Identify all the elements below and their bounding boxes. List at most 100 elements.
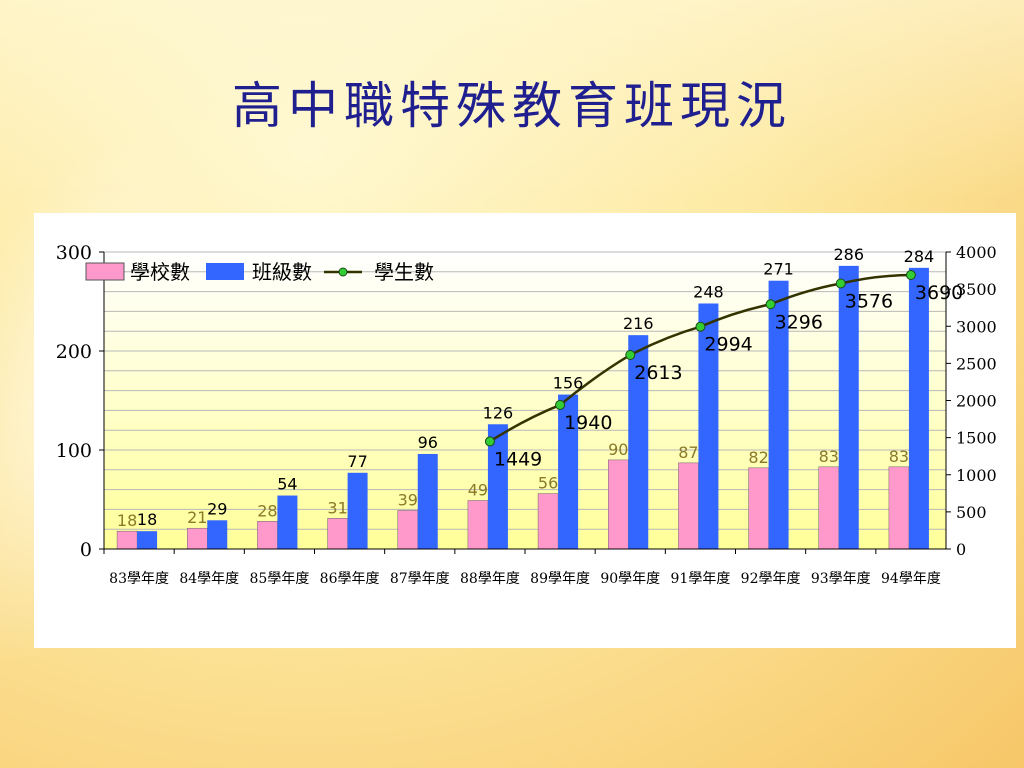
data-label-schools: 39 bbox=[398, 490, 418, 509]
data-label-schools: 49 bbox=[468, 480, 488, 499]
data-label-students: 1940 bbox=[564, 412, 612, 434]
x-tick-label: 85學年度 bbox=[250, 571, 310, 587]
data-label-students: 1449 bbox=[494, 448, 542, 470]
data-label-schools: 82 bbox=[748, 448, 768, 467]
data-label-students: 2613 bbox=[634, 362, 682, 384]
line-marks bbox=[484, 270, 916, 447]
bar-classes bbox=[908, 267, 929, 549]
data-label-classes: 54 bbox=[277, 475, 297, 494]
bar-classes bbox=[768, 280, 789, 549]
gridlines bbox=[104, 251, 946, 530]
data-label-schools: 87 bbox=[678, 443, 698, 462]
data-label-schools: 28 bbox=[257, 501, 277, 520]
right-tick-label: 3500 bbox=[956, 280, 997, 299]
data-label-classes: 248 bbox=[693, 282, 724, 301]
marker-students bbox=[625, 349, 636, 360]
x-tick-label: 89學年度 bbox=[530, 571, 590, 587]
marker-students bbox=[765, 299, 776, 310]
legend-label-students: 學生數 bbox=[374, 260, 434, 284]
bar-schools bbox=[397, 510, 418, 550]
bar-classes bbox=[207, 520, 228, 549]
bar-schools bbox=[818, 466, 839, 550]
data-label-schools: 18 bbox=[117, 511, 137, 530]
bar-classes bbox=[417, 453, 438, 549]
bar-classes bbox=[698, 303, 719, 549]
page-title: 高中職特殊教育班現況 bbox=[232, 77, 792, 135]
axes: 0100200300050010001500200025003000350040… bbox=[56, 242, 997, 587]
marker-students bbox=[484, 436, 495, 447]
bar-schools bbox=[748, 467, 769, 550]
data-label-schools: 83 bbox=[819, 447, 839, 466]
left-tick-label: 300 bbox=[56, 242, 92, 264]
data-label-schools: 90 bbox=[608, 440, 628, 459]
legend-label-schools: 學校數 bbox=[130, 260, 190, 284]
data-label-classes: 216 bbox=[623, 314, 654, 333]
x-tick-label: 93學年度 bbox=[811, 571, 871, 587]
marker-students bbox=[835, 278, 846, 289]
legend-swatch-classes bbox=[206, 263, 244, 280]
x-tick-label: 90學年度 bbox=[600, 571, 660, 587]
data-label-schools: 31 bbox=[327, 498, 347, 517]
plot-area bbox=[104, 252, 946, 549]
right-tick-label: 1500 bbox=[956, 429, 997, 448]
x-tick-label: 92學年度 bbox=[741, 571, 801, 587]
data-label-classes: 156 bbox=[553, 374, 584, 393]
legend-swatch-students-marker bbox=[338, 267, 348, 277]
data-label-classes: 29 bbox=[207, 499, 227, 518]
data-label-classes: 126 bbox=[483, 403, 514, 422]
x-tick-label: 84學年度 bbox=[179, 571, 239, 587]
x-tick-label: 86學年度 bbox=[320, 571, 380, 587]
right-tick-label: 2000 bbox=[956, 392, 997, 411]
bar-classes bbox=[628, 335, 649, 549]
right-tick-label: 4000 bbox=[956, 243, 997, 262]
bar-schools bbox=[467, 500, 489, 550]
bar-classes bbox=[137, 531, 158, 549]
bar-classes bbox=[277, 495, 298, 549]
bar-schools bbox=[678, 462, 699, 550]
bar-classes bbox=[838, 265, 859, 549]
right-tick-label: 1000 bbox=[956, 466, 997, 485]
data-label-classes: 286 bbox=[833, 245, 864, 264]
data-label-schools: 56 bbox=[538, 474, 558, 493]
bar-classes bbox=[487, 424, 508, 549]
chart-panel: 0 100 200 300 0 500 1000 1500 2000 2500 3000 3500 40… bbox=[34, 213, 1016, 648]
data-label-students: 3690 bbox=[915, 282, 963, 304]
marker-students bbox=[695, 321, 706, 332]
left-tick-label: 100 bbox=[56, 440, 92, 462]
right-tick-label: 500 bbox=[956, 503, 987, 522]
bar-schools bbox=[608, 459, 629, 550]
data-label-classes: 284 bbox=[904, 247, 935, 266]
bar-marks bbox=[116, 265, 929, 550]
bar-schools bbox=[257, 521, 278, 550]
left-tick-label: 200 bbox=[56, 341, 92, 363]
marker-students bbox=[555, 399, 566, 410]
x-tick-label: 83學年度 bbox=[109, 571, 169, 587]
bar-schools bbox=[888, 466, 910, 550]
data-label-classes: 96 bbox=[418, 433, 438, 452]
legend-label-classes: 班級數 bbox=[252, 260, 312, 284]
right-tick-label: 2500 bbox=[956, 354, 997, 373]
x-tick-label: 91學年度 bbox=[671, 571, 731, 587]
marker-students bbox=[905, 270, 916, 281]
x-tick-label: 87學年度 bbox=[390, 571, 450, 587]
data-label-schools: 83 bbox=[889, 447, 909, 466]
legend: 學校數 班級數 學生數 bbox=[85, 260, 434, 284]
data-label-classes: 271 bbox=[763, 260, 794, 279]
legend-swatch-schools bbox=[85, 262, 125, 281]
bar-schools bbox=[327, 518, 348, 550]
bar-schools bbox=[116, 530, 138, 550]
right-tick-label: 3000 bbox=[956, 317, 997, 336]
data-label-classes: 18 bbox=[137, 510, 157, 529]
data-label-students: 3296 bbox=[775, 311, 823, 333]
bar-classes bbox=[347, 472, 368, 549]
data-label-schools: 21 bbox=[187, 508, 207, 527]
bar-schools bbox=[537, 493, 559, 550]
data-label-classes: 77 bbox=[347, 452, 367, 471]
x-tick-label: 88學年度 bbox=[460, 571, 520, 587]
bar-classes bbox=[558, 394, 579, 549]
combo-chart: 0100200300050010001500200025003000350040… bbox=[56, 242, 997, 587]
data-label-students: 3576 bbox=[845, 290, 893, 312]
right-tick-label: 0 bbox=[956, 540, 966, 559]
data-label-students: 2994 bbox=[704, 334, 752, 356]
